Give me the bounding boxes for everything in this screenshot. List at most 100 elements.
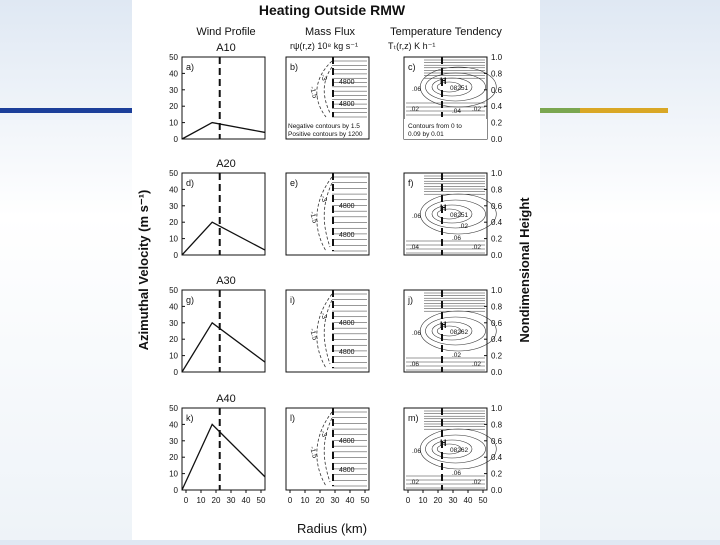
temp-contour-label: .06 <box>452 235 461 242</box>
x-tick-label: 50 <box>257 496 266 505</box>
y-tick-label: 50 <box>169 404 178 413</box>
mass-flux-units: rψ(r,z) 10⁸ kg s⁻¹ <box>290 41 358 51</box>
temp-contour-ellipse <box>431 77 473 97</box>
panel-label: c) <box>408 62 416 72</box>
x-tick-label: 20 <box>316 496 325 505</box>
temp-contour-label: .06 <box>410 361 419 368</box>
temp-contour-label: .02 <box>410 479 419 486</box>
x-tick-label: 30 <box>227 496 236 505</box>
row-name-label: A10 <box>216 42 236 54</box>
temp-note-line: 0.09 by 0.01 <box>408 131 444 138</box>
temp-contour-label: .04 <box>452 108 461 115</box>
y-tick-label: 40 <box>169 302 178 311</box>
y-tick-label: 0 <box>174 135 179 144</box>
x-tick-label: 0 <box>288 496 293 505</box>
temp-panel-frame <box>403 289 488 373</box>
band-gold <box>580 108 668 113</box>
right-tick-label: 0.6 <box>491 86 503 95</box>
temp-contour-ellipse <box>425 434 486 464</box>
panel-label: j) <box>407 295 413 305</box>
temp-contour-ellipse <box>436 208 462 220</box>
negative-contour-inner <box>323 417 333 483</box>
y-tick-label: 10 <box>169 119 178 128</box>
temp-contour-label: .02 <box>472 361 481 368</box>
negative-contour-outer <box>316 60 333 118</box>
temp-contour-label: .06 <box>452 470 461 477</box>
temp-contour-ellipse <box>431 439 473 459</box>
mass-contour-label: -3 <box>319 430 327 438</box>
mass-contour-label: 4800 <box>339 203 355 210</box>
y-tick-label: 0 <box>174 486 179 495</box>
heating-marker-label: H <box>440 438 447 448</box>
x-tick-label: 40 <box>464 496 473 505</box>
temp-contour-label: 08262 <box>450 329 468 336</box>
figure-row: A20 d) 0 10 20 30 40 50 e) -1.5-3 4800 4800 f) H08251… <box>169 158 503 260</box>
y-tick-label: 20 <box>169 218 178 227</box>
header-wind-profile: Wind Profile <box>196 26 255 38</box>
y-tick-label: 50 <box>169 286 178 295</box>
temp-contour-ellipse <box>425 199 486 229</box>
temp-note-box <box>404 119 487 139</box>
temp-contour-ellipse <box>419 428 497 470</box>
y-tick-label: 30 <box>169 202 178 211</box>
temp-panel-frame <box>403 172 488 256</box>
right-tick-label: 0.0 <box>491 251 503 260</box>
y-tick-label: 50 <box>169 53 178 62</box>
temp-contour-label: .06 <box>412 448 421 455</box>
negative-contour-outer <box>316 176 333 252</box>
right-tick-label: 0.0 <box>491 486 503 495</box>
temp-contour-label: .02 <box>459 223 468 230</box>
panel-label: d) <box>186 178 194 188</box>
right-tick-label: 1.0 <box>491 53 503 62</box>
right-tick-label: 0.8 <box>491 69 503 78</box>
x-tick-label: 40 <box>346 496 355 505</box>
temp-contour-ellipse <box>419 310 497 352</box>
panel-label: a) <box>186 62 194 72</box>
temperature-units: Tₜ(r,z) K h⁻¹ <box>388 41 435 51</box>
mass-contour-label: -1.5 <box>308 211 318 225</box>
temp-contour-label: .02 <box>472 244 481 251</box>
right-tick-label: 1.0 <box>491 404 503 413</box>
temp-contour-label: .02 <box>472 479 481 486</box>
y-tick-label: 30 <box>169 437 178 446</box>
temp-contour-ellipse <box>436 325 462 337</box>
figure-row: A30 g) 0 10 20 30 40 50 i) -1.5-3 4800 4800 j) H08262… <box>169 275 503 377</box>
band-green <box>540 108 580 113</box>
y-tick-label: 10 <box>169 352 178 361</box>
figure-panel: Heating Outside RMW Wind Profile Mass Fl… <box>132 0 540 540</box>
right-tick-label: 0.2 <box>491 352 503 361</box>
mass-contour-label: 4800 <box>339 320 355 327</box>
temp-contour-label: .06 <box>412 330 421 337</box>
temp-contour-label: 08251 <box>450 85 468 92</box>
wind-panel-frame <box>181 172 266 256</box>
right-axis-label: Nondimensional Height <box>517 197 532 343</box>
x-axis-label: Radius (km) <box>297 521 367 536</box>
temp-contour-ellipse <box>431 321 473 341</box>
y-tick-label: 20 <box>169 102 178 111</box>
wind-panel-frame <box>181 289 266 373</box>
row-name-label: A30 <box>216 275 236 287</box>
right-tick-label: 0.4 <box>491 335 503 344</box>
y-tick-label: 20 <box>169 453 178 462</box>
heating-marker-label: H <box>440 76 447 86</box>
panel-label: e) <box>290 178 298 188</box>
x-tick-label: 20 <box>212 496 221 505</box>
y-tick-label: 0 <box>174 368 179 377</box>
negative-contour-outer <box>316 293 333 369</box>
panel-label: g) <box>186 295 194 305</box>
negative-contour-inner <box>323 299 333 365</box>
y-tick-label: 10 <box>169 470 178 479</box>
y-tick-label: 30 <box>169 319 178 328</box>
x-tick-label: 10 <box>301 496 310 505</box>
wind-profile-line <box>181 423 266 491</box>
right-tick-label: 0.2 <box>491 470 503 479</box>
mass-panel-frame <box>285 56 370 140</box>
mass-note-line: Negative contours by 1.5 <box>288 123 360 130</box>
x-tick-label: 20 <box>434 496 443 505</box>
panel-label: k) <box>186 413 194 423</box>
mass-contour-label: 4800 <box>339 438 355 445</box>
temp-contour-ellipse <box>436 443 462 455</box>
right-tick-label: 0.8 <box>491 185 503 194</box>
temp-contour-label: .02 <box>472 106 481 113</box>
mass-panel-frame <box>285 172 370 256</box>
